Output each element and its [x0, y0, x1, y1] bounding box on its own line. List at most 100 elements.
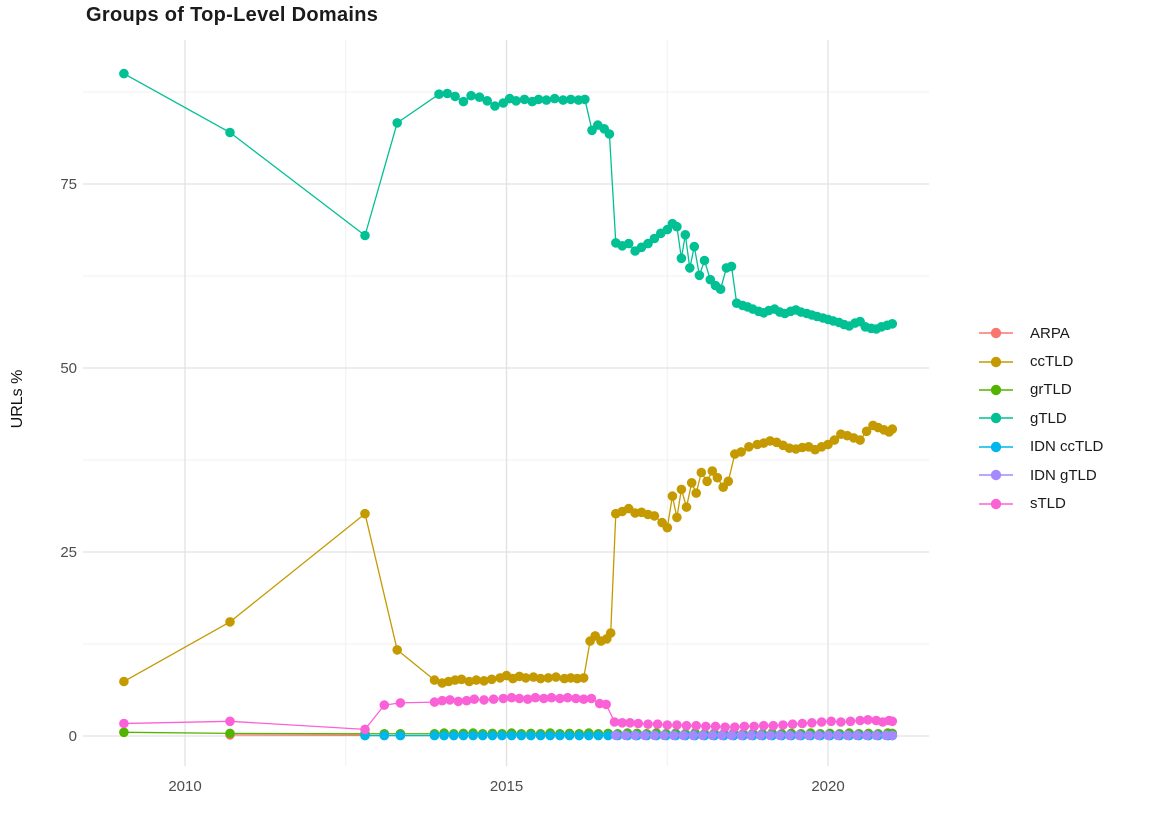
data-point-stld [691, 720, 701, 731]
data-point-idn-cctld [449, 730, 459, 741]
data-point-stld [522, 694, 533, 704]
data-point-idn-gtld [736, 730, 746, 741]
data-point-idn-cctld [516, 730, 527, 741]
data-point-stld [530, 692, 541, 703]
data-point-stld [360, 724, 370, 735]
data-point-stld [119, 718, 129, 729]
data-point-stld [816, 717, 827, 727]
data-point-cctld [225, 617, 235, 627]
data-point-cctld [119, 676, 129, 687]
data-point-stld [672, 720, 682, 730]
data-point-stld [863, 715, 873, 725]
data-point-stld [625, 718, 635, 728]
data-point-idn-gtld [823, 730, 833, 741]
legend-key-icon-stld [979, 498, 1013, 509]
data-point-gtld [490, 101, 500, 111]
data-point-idn-gtld [755, 730, 766, 741]
series-line-gtld [123, 72, 893, 330]
data-point-cctld [392, 645, 403, 655]
data-point-cctld [667, 491, 678, 501]
data-point-idn-gtld [717, 730, 727, 741]
data-point-stld [461, 695, 472, 706]
data-point-gtld [511, 96, 521, 106]
data-point-cctld [605, 628, 616, 638]
data-point-gtld [604, 129, 615, 139]
data-point-idn-cctld [458, 730, 469, 741]
data-point-idn-cctld [439, 730, 449, 741]
legend-item-grtld: grTLD [978, 376, 1103, 404]
legend-label-arpa: ARPA [1030, 324, 1070, 342]
data-point-gtld [694, 270, 705, 281]
x-tick-label: 2020 [811, 778, 844, 795]
data-point-gtld [434, 89, 444, 99]
data-point-stld [395, 698, 406, 708]
data-point-idn-gtld [765, 730, 775, 741]
legend-key-icon-grtld [979, 384, 1013, 396]
data-point-stld [643, 719, 653, 729]
data-point-gtld [689, 241, 700, 252]
legend-label-idn-cctld: IDN ccTLD [1030, 438, 1104, 456]
data-point-cctld [861, 426, 872, 437]
data-point-cctld [702, 476, 712, 487]
data-point-cctld [456, 674, 467, 685]
data-point-stld [445, 695, 455, 705]
data-point-idn-gtld [611, 730, 621, 741]
data-point-idn-gtld [639, 730, 650, 741]
data-point-stld [586, 693, 597, 704]
data-point-gtld [726, 261, 737, 272]
data-point-stld [662, 720, 673, 730]
data-point-cctld [672, 512, 682, 523]
x-tick-label: 2015 [490, 778, 523, 795]
data-point-idn-gtld [784, 730, 795, 741]
data-point-stld [562, 692, 573, 703]
data-point-gtld [119, 68, 129, 79]
data-point-cctld [855, 435, 865, 445]
legend-key-icon-idn-gtld [979, 469, 1013, 481]
data-point-idn-gtld [861, 730, 872, 741]
data-point-cctld [551, 672, 561, 682]
data-point-cctld [696, 467, 707, 478]
data-point-stld [787, 719, 798, 729]
data-point-gtld [887, 319, 898, 329]
data-point-cctld [578, 673, 589, 683]
data-point-gtld [672, 221, 682, 232]
data-point-stld [887, 716, 898, 727]
data-point-idn-gtld [832, 730, 843, 741]
data-point-gtld [442, 88, 453, 99]
data-point-cctld [464, 676, 475, 687]
data-point-idn-cctld [603, 730, 613, 741]
data-point-stld [488, 694, 499, 704]
data-point-gtld [649, 233, 660, 244]
data-point-cctld [707, 466, 718, 476]
data-point-idn-gtld [659, 730, 669, 741]
data-point-stld [578, 694, 589, 704]
data-point-stld [609, 717, 620, 727]
data-point-cctld [535, 673, 546, 684]
data-point-stld [225, 716, 235, 727]
data-point-gtld [685, 263, 695, 273]
data-point-idn-gtld [794, 730, 804, 741]
data-point-idn-cctld [593, 730, 604, 741]
data-point-cctld [691, 488, 701, 498]
legend-item-stld: sTLD [978, 489, 1103, 517]
legend-label-idn-gtld: IDN gTLD [1030, 466, 1097, 484]
data-point-cctld [360, 508, 370, 519]
data-point-idn-gtld [688, 730, 698, 741]
data-point-gtld [482, 96, 493, 106]
data-point-idn-gtld [649, 730, 660, 741]
data-point-idn-gtld [813, 730, 824, 741]
data-point-idn-cctld [429, 730, 440, 741]
data-point-idn-cctld [545, 730, 555, 741]
legend-item-arpa: ARPA [978, 319, 1103, 347]
data-point-idn-cctld [395, 730, 406, 741]
data-point-cctld [887, 424, 898, 434]
data-point-stld [720, 722, 730, 732]
data-point-idn-gtld [697, 730, 708, 741]
data-point-grtld [225, 728, 235, 739]
y-axis-title: URLs % [9, 369, 26, 429]
data-point-stld [633, 718, 644, 729]
data-point-stld [768, 720, 779, 731]
y-tick-label: 75 [60, 176, 77, 193]
data-point-stld [506, 692, 517, 703]
